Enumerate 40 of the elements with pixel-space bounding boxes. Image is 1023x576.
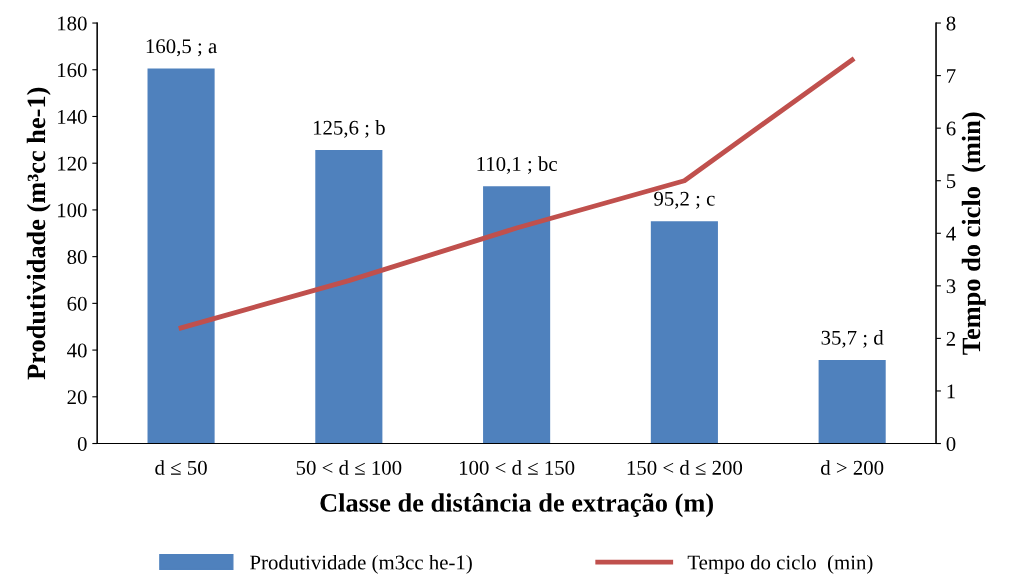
line-series <box>178 57 855 331</box>
y-tick-label: 160 <box>58 63 87 78</box>
bar <box>315 150 383 444</box>
data-label: 110,1 ; bc <box>477 156 557 174</box>
y2-tick-label: 8 <box>946 16 956 31</box>
y2-tick-label: 2 <box>946 331 956 346</box>
y-tick-label: 0 <box>77 436 87 451</box>
bar <box>483 186 551 444</box>
x-tick-label: d ≤ 50 <box>155 460 207 475</box>
x-tick-label: 50 < d ≤ 100 <box>296 460 402 475</box>
x-tick-label: d > 200 <box>821 460 884 475</box>
y-tick-label: 140 <box>58 109 87 124</box>
y2-tick-label: 4 <box>946 226 956 241</box>
y-axis-title: Produtividade (m³cc he-1) <box>26 87 51 380</box>
y-tick-label: 20 <box>67 390 87 405</box>
data-label: 35,7 ; d <box>821 330 884 348</box>
y-tick-label: 80 <box>67 250 87 265</box>
y2-tick-label: 7 <box>947 69 956 83</box>
y2-axis-title: Tempo do ciclo (min) <box>961 112 986 355</box>
y2-tick-label: 0 <box>946 436 956 451</box>
data-label: 95,2 ; c <box>654 191 715 209</box>
x-tick-label: 150 < d ≤ 200 <box>627 460 743 475</box>
bar <box>147 68 215 444</box>
y2-tick-label: 1 <box>947 384 955 399</box>
y-tick-label: 60 <box>67 296 87 311</box>
y2-tick-label: 3 <box>946 279 956 294</box>
y-tick-label: 120 <box>58 156 87 171</box>
legend-label: Tempo do ciclo (min) <box>687 554 873 574</box>
y2-tick-label: 6 <box>946 121 956 136</box>
legend-label: Produtividade (m3cc he-1) <box>250 554 472 574</box>
data-label: 125,6 ; b <box>313 120 385 138</box>
x-tick-label: 100 < d ≤ 150 <box>459 460 575 475</box>
y-tick-label: 100 <box>58 203 87 218</box>
x-axis-title: Classe de distância de extração (m) <box>320 492 713 518</box>
bar <box>818 360 886 444</box>
y-tick-label: 180 <box>58 16 87 31</box>
y2-tick-label: 5 <box>946 174 956 189</box>
bar <box>650 221 718 444</box>
y-tick-label: 40 <box>67 343 87 358</box>
data-label: 160,5 ; a <box>146 39 217 57</box>
